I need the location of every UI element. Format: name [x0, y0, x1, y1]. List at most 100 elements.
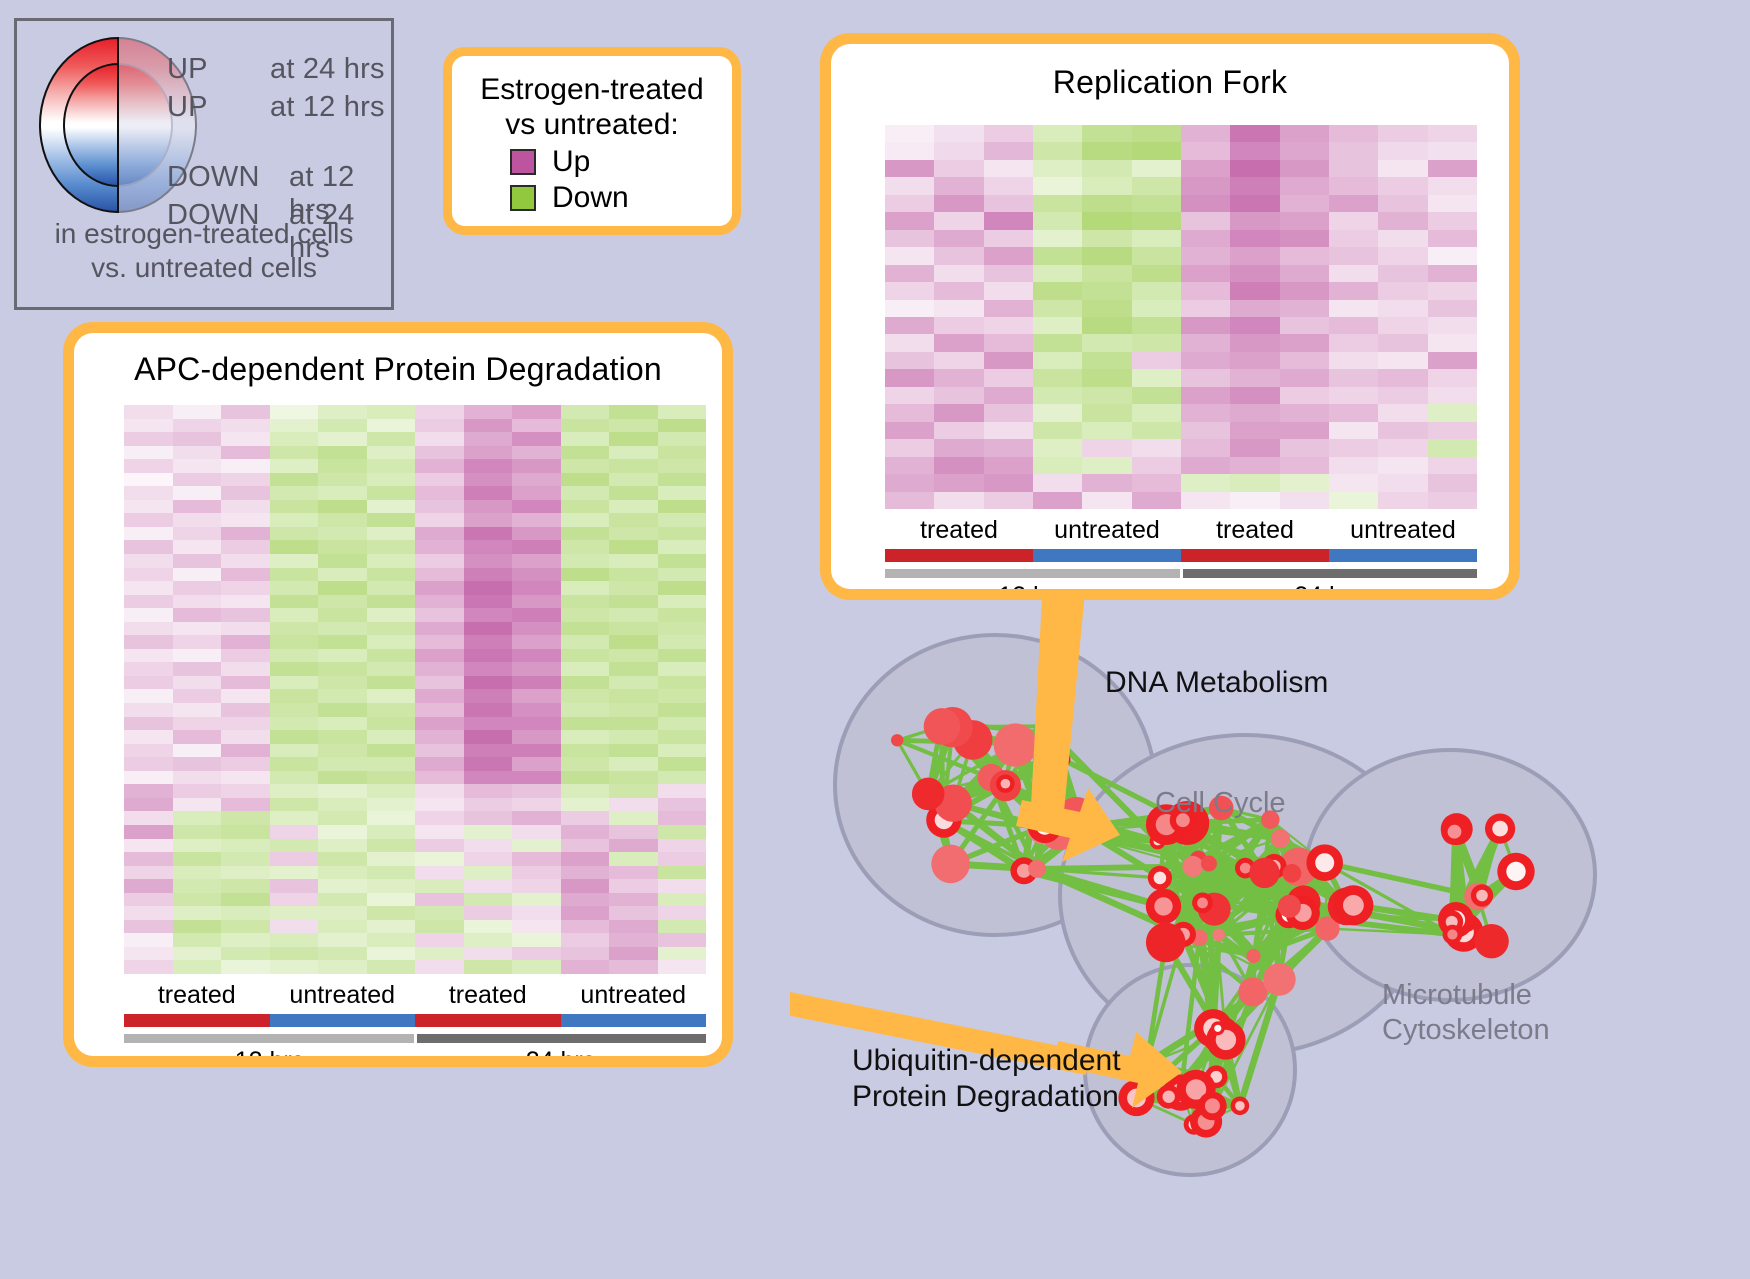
- heatmap-cell: [221, 906, 270, 920]
- heatmap-cell: [221, 567, 270, 582]
- heatmap-cell: [415, 716, 464, 731]
- heatmap-cell: [366, 703, 415, 717]
- heatmap-cell: [983, 491, 1033, 509]
- heatmap-cell: [463, 960, 512, 974]
- heatmap-cell: [124, 608, 173, 622]
- heatmap-cell: [463, 405, 512, 419]
- heatmap-cell: [269, 472, 318, 487]
- heatmap-cell: [1230, 439, 1280, 457]
- heatmap-cell: [366, 445, 415, 460]
- heatmap-cell: [366, 567, 415, 582]
- heatmap-cell: [463, 432, 512, 446]
- heatmap-cell: [366, 689, 415, 704]
- heatmap-cell: [1328, 439, 1379, 457]
- network-node: [993, 723, 1038, 767]
- heatmap-cell: [269, 703, 318, 717]
- heatmap-cell: [983, 421, 1033, 440]
- heatmap-cell: [172, 743, 221, 758]
- condition-label: treated: [448, 981, 527, 1009]
- heatmap-cell: [885, 456, 935, 475]
- heatmap-cell: [124, 824, 173, 839]
- heatmap-cell: [1230, 142, 1280, 160]
- heatmap-cell: [1230, 404, 1280, 422]
- heatmap-cell: [1032, 247, 1083, 265]
- heatmap-cell: [657, 770, 706, 785]
- heatmap-cell: [1082, 369, 1132, 387]
- heatmap-cell: [983, 474, 1033, 492]
- network-node-core: [1476, 889, 1488, 902]
- network-node: [1246, 948, 1261, 964]
- heatmap-cell: [1279, 369, 1329, 387]
- heatmap-cell: [172, 892, 221, 907]
- heatmap-cell: [1328, 282, 1379, 300]
- heatmap-cell: [885, 247, 935, 265]
- condition-label: untreated: [289, 981, 396, 1009]
- heatmap-cell: [124, 635, 173, 649]
- heatmap-cell: [221, 472, 270, 487]
- heatmap-cell: [172, 499, 221, 514]
- network-node: [1270, 829, 1290, 849]
- heatmap-cell: [657, 892, 706, 907]
- heatmap-cell: [1180, 351, 1231, 370]
- heatmap-cell: [1328, 142, 1379, 160]
- heatmap-cell: [463, 919, 512, 934]
- heatmap-cell: [560, 743, 609, 758]
- heatmap-cell: [1180, 177, 1231, 195]
- heatmap-cell: [1427, 142, 1477, 160]
- heatmap-cell: [318, 540, 367, 555]
- heatmap-cell: [657, 703, 706, 717]
- heatmap-cell: [415, 608, 464, 622]
- heatmap-cell: [415, 486, 464, 500]
- up-swatch-icon: [510, 148, 536, 175]
- heatmap-cell: [1180, 299, 1231, 317]
- heatmap-cell: [366, 675, 415, 690]
- heatmap-cell: [318, 472, 367, 487]
- heatmap-cell: [221, 933, 270, 947]
- heatmap-cell: [124, 770, 173, 785]
- heatmap-cell: [609, 703, 658, 717]
- heatmap-cell: [269, 716, 318, 731]
- heatmap-cell: [1131, 474, 1181, 492]
- heatmap-cell: [463, 594, 512, 609]
- time-bar-12hrs: [885, 569, 1180, 578]
- heatmap-cell: [609, 743, 658, 758]
- condition-label: treated: [920, 516, 998, 544]
- heatmap-cell: [172, 418, 221, 433]
- heatmap-cell: [657, 608, 706, 622]
- heatmap-cell: [124, 621, 173, 636]
- heatmap-cell: [269, 540, 318, 555]
- heatmap-cell: [269, 459, 318, 473]
- heatmap-cell: [1279, 334, 1329, 352]
- heatmap-cell: [221, 526, 270, 541]
- axis-apc-degradation: treated untreated treated untreated 12 hrs …: [124, 981, 706, 1056]
- heatmap-cell: [885, 159, 935, 178]
- heatmap-replication-fork: [885, 125, 1477, 509]
- heatmap-cell: [1279, 299, 1329, 317]
- condition-label: treated: [1216, 516, 1294, 544]
- heatmap-cell: [463, 852, 512, 866]
- heatmap-cell: [124, 567, 173, 582]
- heatmap-cell: [463, 933, 512, 947]
- heatmap-cell: [1180, 421, 1231, 440]
- heatmap-cell: [172, 784, 221, 798]
- heatmap-cell: [463, 459, 512, 473]
- network-node: [1200, 855, 1217, 872]
- heatmap-cell: [1378, 212, 1428, 230]
- heatmap-cell: [172, 716, 221, 731]
- heatmap-cell: [1131, 421, 1181, 440]
- heatmap-cell: [269, 892, 318, 907]
- network-node: [931, 844, 970, 884]
- heatmap-cell: [221, 946, 270, 961]
- heatmap-cell: [1131, 264, 1181, 283]
- heatmap-cell: [609, 919, 658, 934]
- heatmap-cell: [1378, 334, 1428, 352]
- heatmap-cell: [415, 445, 464, 460]
- heatmap-cell: [318, 689, 367, 704]
- wheel-label-down-24-time: at 24 hrs: [289, 199, 355, 264]
- heatmap-cell: [983, 142, 1033, 160]
- condition-labels-apc: treated untreated treated untreated: [124, 981, 706, 1013]
- heatmap-cell: [983, 282, 1033, 300]
- condition-label: untreated: [580, 981, 687, 1009]
- heatmap-cell: [657, 567, 706, 582]
- network-node: [891, 734, 904, 747]
